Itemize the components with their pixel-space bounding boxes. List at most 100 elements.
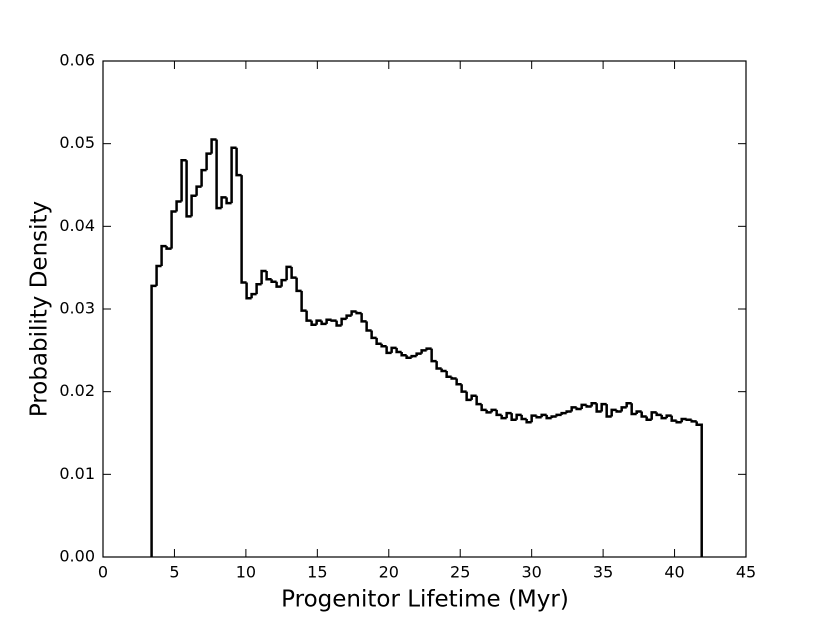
- x-tick-label: 15: [307, 563, 327, 582]
- histogram-step: [445, 371, 452, 379]
- histogram-step: [230, 146, 237, 204]
- histogram-step: [695, 421, 703, 557]
- histogram-step: [170, 210, 177, 249]
- histogram-step: [535, 415, 542, 419]
- histogram-step: [515, 413, 522, 420]
- histogram-step: [160, 244, 167, 267]
- histogram-step: [660, 414, 667, 420]
- histogram-step: [580, 403, 587, 410]
- histogram-step: [510, 413, 517, 422]
- histogram-step: [345, 314, 352, 319]
- histogram-step: [475, 395, 482, 406]
- histogram-step: [560, 411, 567, 415]
- histogram-step: [275, 281, 282, 288]
- histogram-step: [200, 168, 207, 187]
- histogram-step: [605, 404, 612, 418]
- histogram-step: [235, 147, 242, 177]
- x-tick-label: 25: [450, 563, 470, 582]
- histogram-step: [325, 318, 332, 324]
- histogram-step: [285, 265, 292, 281]
- y-tick-label: 0.02: [59, 381, 95, 400]
- y-tick-label: 0.06: [59, 51, 95, 70]
- histogram-step: [600, 402, 607, 412]
- x-tick-label: 20: [379, 563, 399, 582]
- histogram-step: [430, 348, 437, 363]
- histogram-step: [365, 321, 372, 332]
- histogram-step: [400, 351, 407, 357]
- histogram-step: [335, 320, 342, 327]
- histogram-step: [280, 278, 287, 287]
- histogram-step: [650, 411, 657, 420]
- histogram-step: [465, 391, 472, 402]
- plot-frame: [102, 60, 747, 558]
- histogram-step: [165, 246, 172, 250]
- y-tick-label: 0.04: [59, 216, 95, 235]
- y-tick-label: 0.03: [59, 299, 95, 318]
- histogram-step: [375, 337, 382, 345]
- histogram-step: [480, 404, 487, 412]
- x-tick-label: 45: [736, 563, 756, 582]
- histogram-step: [505, 411, 512, 419]
- histogram-step: [420, 349, 427, 354]
- x-tick-label: 35: [593, 563, 613, 582]
- histogram-step: [490, 408, 497, 413]
- x-axis-label: Progenitor Lifetime (Myr): [281, 587, 569, 613]
- histogram-step: [540, 413, 547, 418]
- histogram-step: [425, 347, 432, 351]
- histogram-step: [190, 194, 197, 217]
- histogram-step: [195, 185, 202, 196]
- x-tick-label: 5: [169, 563, 179, 582]
- histogram-step: [340, 317, 347, 326]
- histogram-step: [270, 279, 277, 283]
- histogram-step: [635, 410, 642, 414]
- histogram-step: [675, 420, 682, 424]
- histogram-step: [310, 320, 317, 326]
- histogram-step: [685, 418, 692, 422]
- histogram-step: [320, 320, 327, 326]
- histogram-step: [215, 139, 222, 210]
- histogram-step: [265, 270, 272, 281]
- histogram-step: [590, 401, 597, 407]
- histogram-step: [260, 269, 267, 285]
- histogram-step: [680, 417, 687, 423]
- histogram-step: [240, 175, 247, 284]
- y-tick-label: 0.05: [59, 133, 95, 152]
- histogram-step: [545, 414, 552, 420]
- histogram-step: [625, 401, 632, 408]
- histogram-step: [670, 415, 677, 422]
- histogram-step: [525, 418, 532, 424]
- histogram-step: [620, 406, 627, 412]
- histogram-step: [415, 352, 422, 357]
- histogram-step: [385, 346, 392, 355]
- histogram-step: [295, 277, 302, 293]
- histogram-step: [405, 355, 412, 360]
- histogram-step: [455, 378, 462, 386]
- histogram-step: [330, 319, 337, 322]
- y-tick-label: 0.00: [59, 547, 95, 566]
- histogram-step: [575, 407, 582, 411]
- histogram-step: [450, 376, 457, 380]
- histogram-step: [690, 419, 697, 423]
- histogram-step: [250, 292, 257, 299]
- histogram-step: [440, 368, 447, 373]
- histogram-step: [205, 152, 212, 171]
- histogram-step: [155, 264, 162, 286]
- histogram-step: [305, 310, 312, 322]
- histogram-step: [495, 409, 502, 417]
- x-tick-label: 10: [236, 563, 256, 582]
- histogram-step: [585, 404, 592, 408]
- histogram-step: [180, 158, 187, 202]
- histogram-step: [570, 406, 577, 412]
- x-tick-label: 0: [98, 563, 108, 582]
- histogram-step: [225, 197, 232, 205]
- histogram-step: [485, 409, 492, 414]
- histogram-step: [300, 290, 307, 312]
- y-tick-label: 0.01: [59, 464, 95, 483]
- y-axis-label: Probability Density: [27, 201, 53, 417]
- histogram-step: [220, 196, 227, 209]
- histogram-step: [355, 311, 362, 315]
- histogram-step: [350, 310, 357, 316]
- histogram-step: [530, 414, 537, 423]
